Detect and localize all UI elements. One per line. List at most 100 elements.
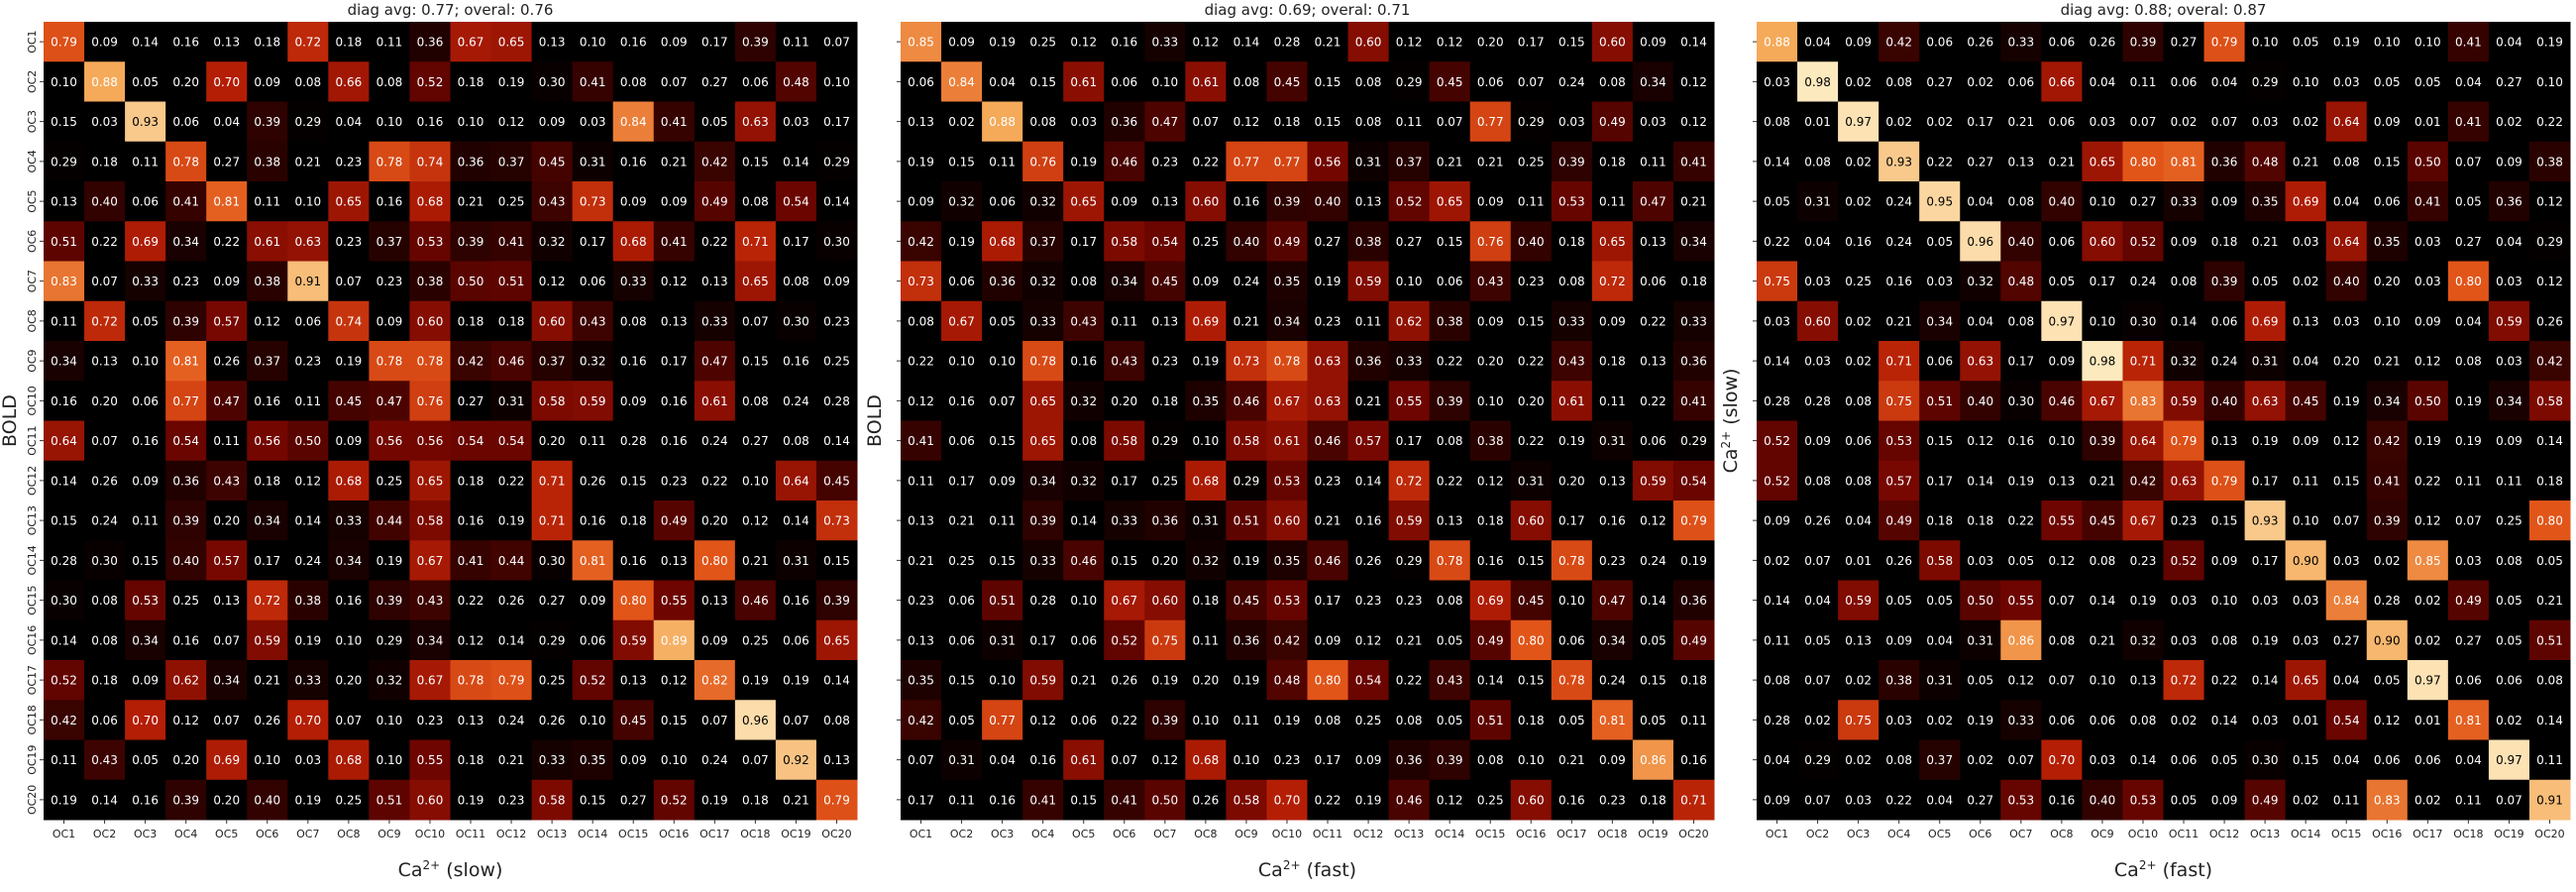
x-tick-label: OC14 — [1435, 828, 1464, 840]
cell-value-label: 0.65 — [1029, 394, 1056, 408]
heatmap-cell — [1063, 221, 1105, 262]
heatmap-cell — [1591, 61, 1634, 102]
cell-value-label: 0.78 — [1029, 355, 1056, 369]
cell-value-label: 0.03 — [2252, 115, 2279, 129]
cell-value-label: 0.12 — [172, 714, 199, 727]
cell-value-label: 0.23 — [1396, 594, 1423, 608]
heatmap-cell — [1551, 261, 1593, 302]
cell-value-label: 0.58 — [1234, 793, 1260, 807]
cell-value-label: 0.12 — [1029, 714, 1056, 727]
heatmap-cell — [653, 420, 696, 462]
y-tick-label: OC17 — [26, 665, 39, 695]
cell-value-label: 0.08 — [376, 75, 403, 89]
heatmap-cell — [734, 221, 777, 262]
cell-value-label: 0.07 — [1111, 753, 1137, 767]
cell-value-label: 0.36 — [989, 275, 1016, 288]
heatmap-cell — [44, 619, 85, 661]
cell-value-label: 0.60 — [2090, 235, 2116, 249]
heatmap-cell — [653, 381, 696, 421]
heatmap-cell — [1266, 181, 1308, 222]
cell-value-label: 0.12 — [2536, 275, 2563, 288]
cell-value-label: 0.50 — [2415, 155, 2441, 168]
x-tick-label: OC3 — [991, 828, 1014, 840]
heatmap-cell — [490, 619, 533, 661]
cell-value-label: 0.09 — [2211, 195, 2238, 209]
cell-value-label: 0.50 — [2415, 394, 2441, 408]
heatmap-cell — [531, 420, 574, 462]
heatmap-cell — [1591, 261, 1634, 302]
heatmap-cell — [1347, 141, 1390, 182]
cell-value-label: 0.86 — [1640, 753, 1666, 767]
heatmap-cell — [84, 460, 126, 502]
y-tick-label: OC2 — [26, 70, 39, 93]
cell-value-label: 0.85 — [2415, 554, 2441, 568]
cell-value-label: 0.23 — [1518, 275, 1545, 288]
heatmap-cell — [1063, 300, 1105, 342]
cell-value-label: 0.25 — [1193, 235, 1220, 249]
cell-value-label: 0.49 — [1274, 235, 1301, 249]
heatmap-cell — [44, 420, 85, 462]
cell-value-label: 0.43 — [1558, 355, 1585, 369]
heatmap-cell — [1307, 221, 1349, 262]
cell-value-label: 0.38 — [294, 594, 321, 608]
y-tick-label: OC15 — [26, 585, 39, 614]
cell-value-label: 0.07 — [783, 714, 809, 727]
heatmap-cell — [653, 660, 696, 701]
heatmap-cell — [815, 420, 858, 462]
cell-value-label: 0.35 — [1274, 554, 1301, 568]
cell-value-label: 0.21 — [1355, 394, 1382, 408]
heatmap-cell — [1429, 261, 1471, 302]
cell-value-label: 0.22 — [1926, 155, 1953, 168]
cell-value-label: 0.29 — [1396, 75, 1423, 89]
cell-value-label: 0.91 — [2536, 793, 2563, 807]
cell-value-label: 0.17 — [1967, 115, 1993, 129]
cell-value-label: 0.84 — [948, 75, 975, 89]
cell-value-label: 0.65 — [498, 36, 525, 50]
cell-value-label: 0.53 — [2007, 793, 2034, 807]
cell-value-label: 0.05 — [2171, 793, 2198, 807]
cell-value-label: 0.12 — [498, 115, 525, 129]
heatmap-cell — [572, 22, 614, 62]
cell-value-label: 0.16 — [1029, 753, 1056, 767]
cell-value-label: 0.19 — [2536, 36, 2563, 50]
heatmap-cell — [165, 580, 207, 621]
cell-value-label: 0.71 — [1885, 355, 1912, 369]
heatmap-cell — [450, 300, 492, 342]
cell-value-label: 0.43 — [1437, 674, 1463, 688]
heatmap-cell — [734, 460, 777, 502]
cell-value-label: 0.39 — [1437, 394, 1463, 408]
heatmap-cell — [1266, 22, 1308, 62]
cell-value-label: 0.68 — [620, 235, 647, 249]
cell-value-label: 0.40 — [1967, 394, 1993, 408]
heatmap-cell — [84, 381, 126, 421]
cell-value-label: 0.16 — [1477, 554, 1504, 568]
cell-value-label: 0.02 — [2171, 714, 2198, 727]
y-axis-label: Ca2+ (slow) — [1719, 369, 1742, 474]
cell-value-label: 0.08 — [783, 434, 809, 448]
heatmap-cell — [531, 22, 574, 62]
cell-value-label: 0.35 — [580, 753, 606, 767]
cell-value-label: 0.09 — [1845, 36, 1872, 50]
cell-value-label: 0.03 — [2252, 714, 2279, 727]
heatmap-cell — [490, 739, 533, 781]
cell-value-label: 0.18 — [1599, 355, 1626, 369]
cell-value-label: 0.19 — [1234, 674, 1260, 688]
cell-value-label: 0.04 — [2455, 314, 2482, 328]
cell-value-label: 0.18 — [1274, 115, 1301, 129]
cell-value-label: 0.08 — [1477, 753, 1504, 767]
cell-value-label: 0.17 — [254, 554, 280, 568]
x-tick-label: OC16 — [659, 828, 689, 840]
panel-title: diag avg: 0.88; overal: 0.87 — [2061, 1, 2267, 19]
cell-value-label: 0.18 — [1477, 514, 1504, 528]
heatmap-cell — [206, 501, 248, 541]
cell-value-label: 0.14 — [2252, 674, 2279, 688]
cell-value-label: 0.34 — [254, 514, 280, 528]
cell-value-label: 0.12 — [1477, 474, 1504, 488]
heatmap-cell — [1226, 101, 1267, 143]
heatmap-cell — [490, 700, 533, 740]
cell-value-label: 0.07 — [1804, 554, 1831, 568]
heatmap-cell — [369, 739, 410, 781]
cell-value-label: 0.52 — [1396, 195, 1423, 209]
cell-value-label: 0.11 — [1640, 155, 1666, 168]
cell-value-label: 0.60 — [1599, 36, 1626, 50]
